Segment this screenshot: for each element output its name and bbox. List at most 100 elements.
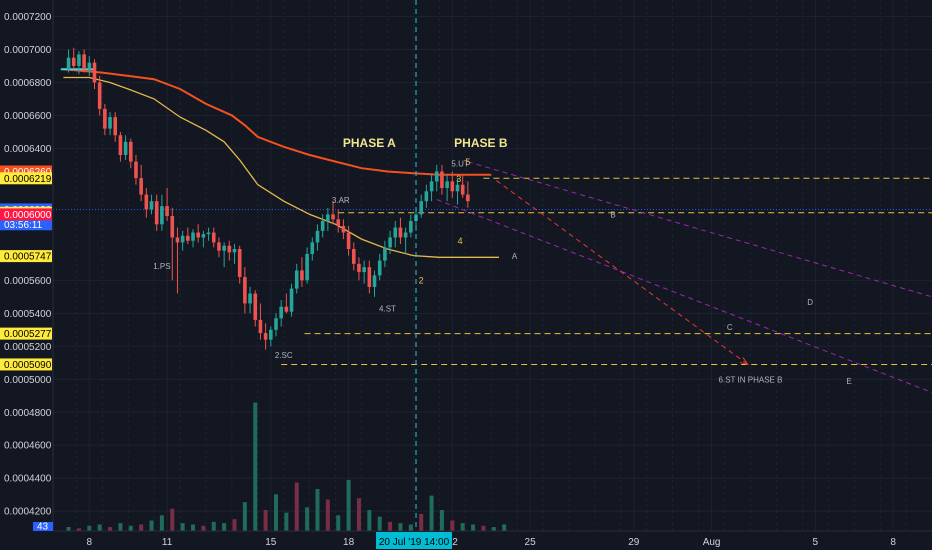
y-tick-label: 0.0005600: [4, 276, 52, 287]
volume-bar: [481, 525, 486, 531]
candle-body: [71, 57, 76, 66]
volume-bar: [118, 523, 123, 531]
candle-body: [237, 249, 242, 278]
candle-body: [263, 333, 268, 340]
candle-body: [434, 171, 439, 182]
y-tick-label: 0.0007200: [4, 12, 52, 23]
volume-bar: [367, 510, 372, 531]
volume-bar: [66, 527, 71, 531]
candle-body: [383, 247, 387, 261]
candle-body: [294, 270, 299, 289]
x-tick-label: Aug: [703, 537, 721, 548]
candle-body: [346, 232, 351, 250]
candle-body: [440, 171, 444, 188]
x-axis[interactable]: 8 11 15 18 22 25 29 Aug 5 8 20 Jul '19 14:00: [0, 530, 932, 550]
phase-label: PHASE B: [454, 136, 508, 150]
candlesticks: [66, 47, 470, 350]
candle-body: [118, 135, 123, 156]
candle-body: [170, 216, 175, 238]
candle-body: [191, 232, 195, 241]
candle-body: [248, 293, 252, 304]
x-tick-label: 8: [87, 537, 93, 548]
candle-body: [139, 178, 143, 195]
candle-body: [175, 237, 180, 243]
candle-body: [165, 206, 169, 217]
price-tag-label: 0.0006219: [4, 174, 52, 185]
ema-line: [63, 68, 492, 176]
candle-body: [279, 306, 283, 319]
y-axis-bg: [0, 0, 53, 550]
wyckoff-label: 4.ST: [379, 305, 396, 314]
volume-bar: [242, 502, 247, 531]
volume-bar: [502, 524, 507, 531]
candle-body: [310, 242, 315, 254]
ma-line: [63, 76, 499, 258]
candle-body: [211, 232, 216, 243]
candle-body: [66, 57, 71, 70]
candle-body: [274, 318, 278, 330]
volume-bar: [253, 402, 258, 531]
candle-body: [450, 181, 455, 192]
candle-body: [206, 232, 211, 235]
wyckoff-label: 6.ST IN PHASE B: [719, 376, 783, 385]
volume-bar: [294, 482, 299, 531]
candle-body: [123, 141, 128, 156]
volume-bar: [408, 524, 413, 531]
x-tick-label: 11: [162, 537, 173, 548]
volume-bar: [460, 523, 465, 531]
candle-body: [108, 117, 112, 129]
wave-label: 4: [458, 236, 463, 246]
y-tick-label: 0.0005000: [4, 375, 52, 386]
chart-annotations: PHASE A PHASE B 1.PS 2.SC 3.AR 4.ST 5.UT 6.ST I…: [153, 136, 851, 386]
y-tick-label: 0.0006400: [4, 144, 52, 155]
candle-body: [154, 201, 159, 225]
candle-body: [419, 201, 423, 215]
candle-body: [77, 54, 81, 66]
volume-bar: [356, 498, 361, 531]
point-label: C: [727, 323, 733, 332]
price-tag: [0, 172, 52, 185]
price-tag-label: 0.0005090: [4, 360, 52, 371]
trendline: [496, 180, 749, 365]
candle-body: [341, 225, 346, 233]
wave-label: 3: [456, 174, 461, 184]
volume-bar: [377, 516, 382, 531]
y-axis[interactable]: 0.0007200 0.0007000 0.0006800 0.0006600 0.00…: [0, 0, 54, 550]
candle-body: [326, 214, 330, 221]
candle-body: [393, 227, 398, 238]
candle-body: [351, 249, 356, 264]
price-tag-label: 0.0006000: [4, 210, 52, 221]
y-tick-label: 0.0004800: [4, 408, 52, 419]
volume-bar: [211, 521, 216, 531]
volume-bar: [191, 524, 196, 531]
volume-bar: [108, 527, 113, 531]
candle-body: [134, 161, 138, 179]
volume-bar: [139, 524, 144, 531]
volume-bar: [201, 525, 206, 531]
candle-body: [217, 242, 221, 251]
candle-body: [97, 82, 102, 109]
candle-body: [196, 232, 201, 238]
price-tag: [0, 218, 52, 231]
candle-body: [103, 108, 107, 129]
x-tick-label: 8: [890, 537, 896, 548]
volume-bar: [325, 499, 330, 531]
candle-body: [357, 263, 361, 273]
wyckoff-label: 2.SC: [275, 351, 293, 360]
volume-bar: [471, 524, 476, 531]
candle-body: [398, 227, 403, 238]
crosshair-time-label: 20 Jul '19 14:00: [379, 537, 450, 548]
volume-tag: [33, 522, 53, 531]
candle-body: [372, 275, 377, 287]
volume-bar: [284, 512, 289, 531]
candle-body: [186, 235, 190, 241]
phase-label: PHASE A: [343, 136, 396, 150]
wyckoff-label: 3.AR: [332, 196, 350, 205]
volume-bar: [439, 510, 444, 531]
y-tick-label: 0.0004200: [4, 507, 52, 518]
price-tag: [0, 208, 52, 221]
candle-body: [331, 214, 335, 220]
volume-bar: [491, 527, 496, 531]
volume-bar: [222, 523, 227, 531]
